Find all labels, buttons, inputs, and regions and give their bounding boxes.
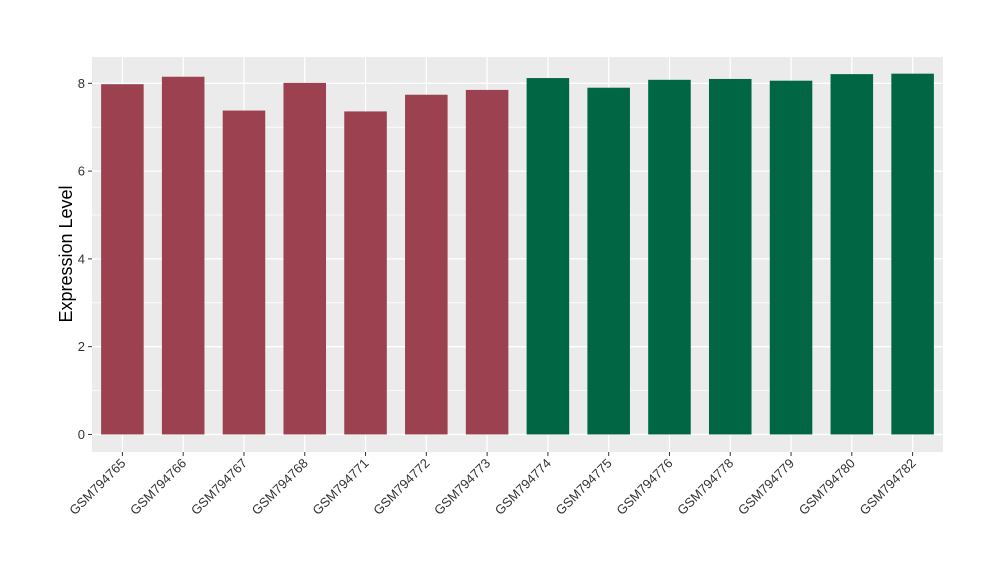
x-tick-label: GSM794775 <box>553 456 615 518</box>
y-axis: 0 2 4 6 8 <box>78 76 92 442</box>
x-tick-label: GSM794780 <box>796 456 858 518</box>
y-tick-label: 6 <box>78 164 85 179</box>
x-tick-label: GSM794778 <box>674 456 736 518</box>
bar-GSM794772 <box>405 94 448 435</box>
y-tick-label: 4 <box>78 251 85 266</box>
bar-GSM794768 <box>283 82 327 435</box>
bar-GSM794779 <box>769 80 813 435</box>
y-tick-label: 0 <box>78 427 85 442</box>
x-axis: GSM794765GSM794766GSM794767GSM794768GSM7… <box>66 452 919 518</box>
bar-GSM794767 <box>222 110 266 435</box>
bar-GSM794766 <box>161 76 205 435</box>
x-tick-label: GSM794772 <box>370 456 432 518</box>
bar-GSM794782 <box>891 73 934 435</box>
x-tick-label: GSM794767 <box>188 456 250 518</box>
x-tick-label: GSM794779 <box>735 456 797 518</box>
plot-panel <box>92 57 943 452</box>
bar-GSM794765 <box>101 84 144 435</box>
x-tick-label: GSM794782 <box>857 456 919 518</box>
bar-GSM794771 <box>344 111 387 435</box>
x-tick-label: GSM794766 <box>127 456 189 518</box>
y-tick-label: 8 <box>78 76 85 91</box>
y-tick-label: 2 <box>78 339 85 354</box>
bars <box>101 73 934 435</box>
x-tick-label: GSM794774 <box>492 456 554 518</box>
x-tick-label: GSM794773 <box>431 456 493 518</box>
x-tick-label: GSM794768 <box>249 456 311 518</box>
x-tick-label: GSM794765 <box>66 456 128 518</box>
bar-GSM794774 <box>526 78 570 435</box>
x-tick-label: GSM794771 <box>309 456 371 518</box>
bar-GSM794780 <box>830 74 874 435</box>
bar-GSM794775 <box>587 87 630 435</box>
bar-GSM794773 <box>465 89 509 435</box>
bar-GSM794776 <box>648 79 691 435</box>
bar-GSM794778 <box>708 78 752 435</box>
x-tick-label: GSM794776 <box>613 456 675 518</box>
y-axis-title: Expression Level <box>56 185 76 322</box>
